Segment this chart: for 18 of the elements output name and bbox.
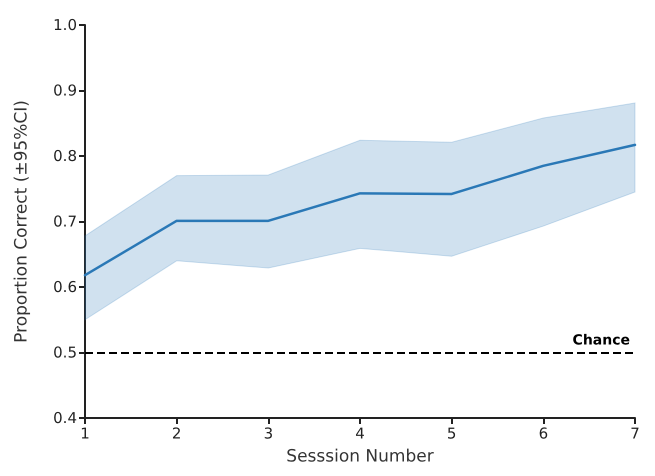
y-tick-label: 0.8 [53,147,77,165]
y-tick-label: 0.9 [53,82,77,100]
x-tick-label: 6 [538,424,548,442]
y-tick-label: 0.4 [53,409,77,427]
y-tick-label: 1.0 [53,16,77,34]
y-axis-title: Proportion Correct (±95%CI) [12,100,32,343]
line-series [84,144,636,276]
x-tick-label: 4 [355,424,365,442]
x-tick-label: 1 [80,424,90,442]
y-tick-label: 0.5 [53,344,77,362]
x-tick-label: 7 [630,424,640,442]
x-axis-title: Sesssion Number [286,446,434,466]
ref-line-label: Chance [572,332,630,348]
x-tick-label: 3 [264,424,274,442]
y-tick-label: 0.7 [53,212,77,230]
y-tick-label: 0.6 [53,278,77,296]
x-tick-label: 2 [172,424,182,442]
x-tick-label: 5 [446,424,456,442]
